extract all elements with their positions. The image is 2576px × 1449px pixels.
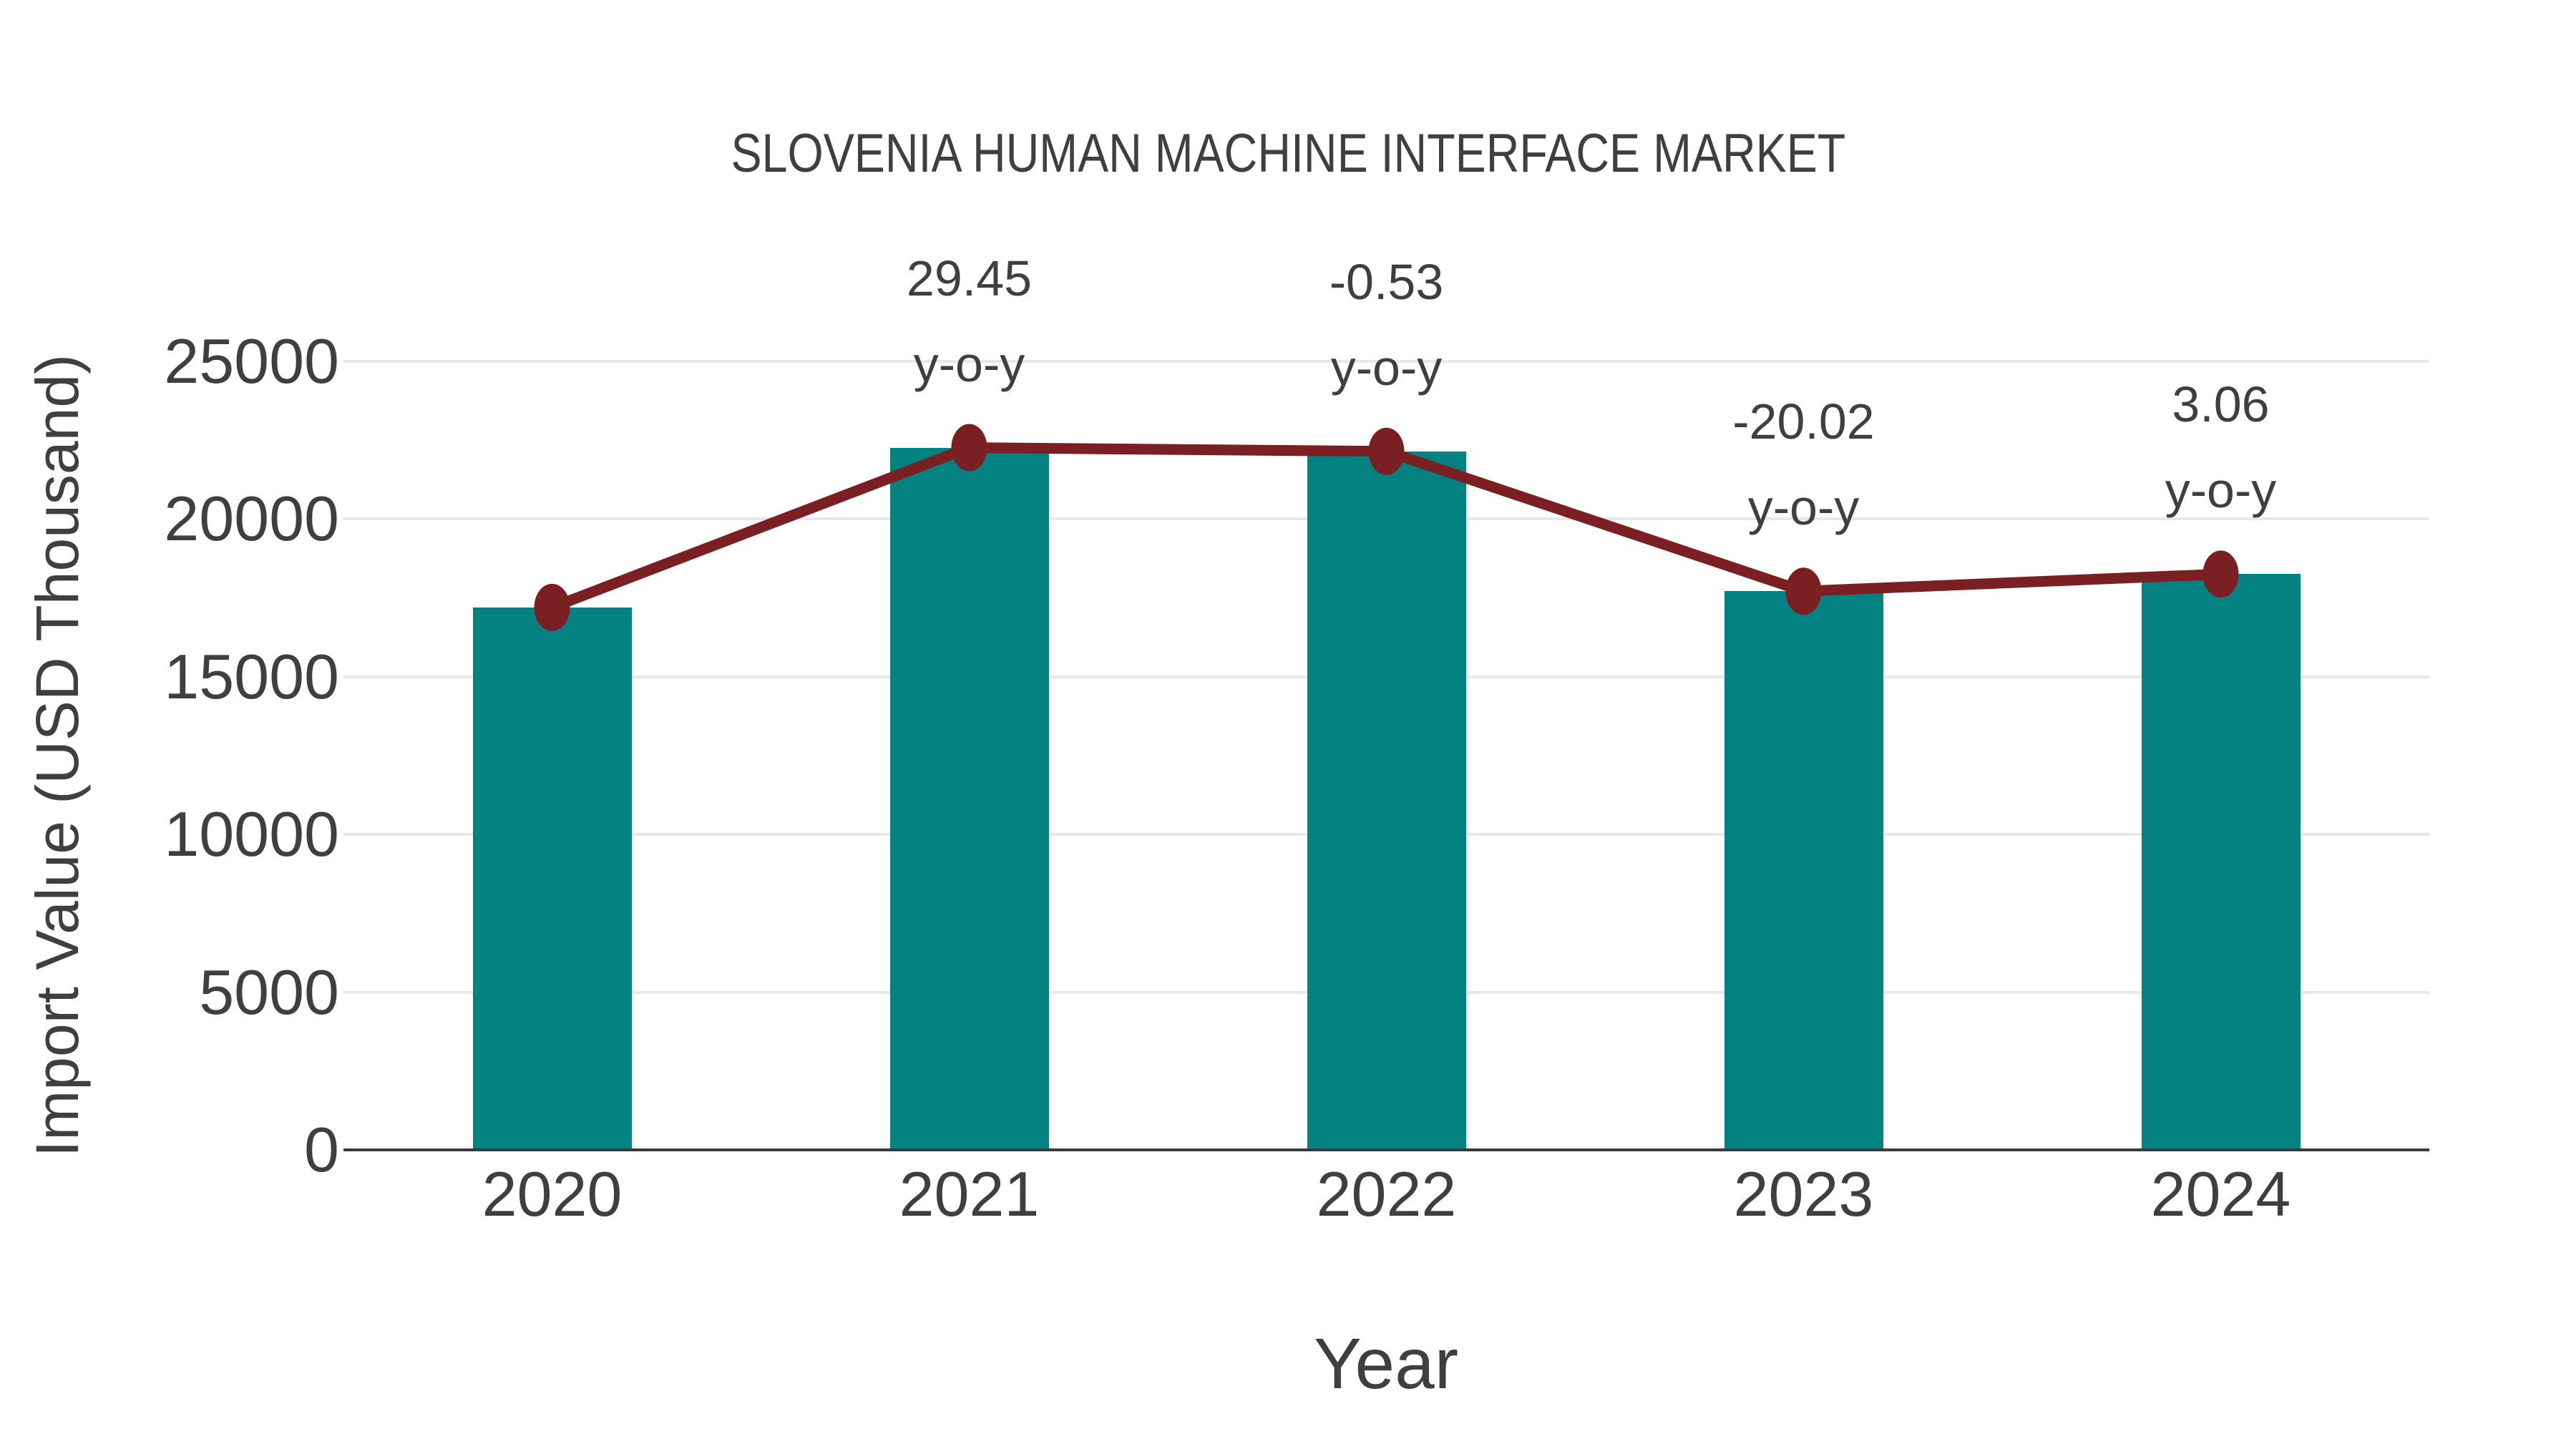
annotation-value-2022: -0.53 — [1329, 253, 1444, 310]
x-tick-label-2024: 2024 — [2150, 1158, 2291, 1229]
annotation-label-2022: y-o-y — [1330, 339, 1443, 396]
bar-2024 — [2141, 574, 2301, 1150]
y-tick-label-20000: 20000 — [164, 483, 339, 555]
bar-2020 — [472, 607, 632, 1150]
annotation-2024: 3.06 y-o-y — [2042, 361, 2400, 533]
annotation-2021: 29.45 y-o-y — [791, 235, 1148, 407]
y-tick-label-10000: 10000 — [164, 799, 339, 870]
x-axis-title: Year — [1313, 1324, 1459, 1404]
x-tick-label-2021: 2021 — [899, 1158, 1040, 1229]
annotation-label-2021: y-o-y — [913, 336, 1025, 392]
y-tick-label-15000: 15000 — [164, 640, 339, 712]
y-axis-title: Import Value (USD Thousand) — [24, 353, 91, 1158]
annotation-value-2023: -20.02 — [1732, 394, 1875, 450]
bar-2021 — [889, 447, 1049, 1150]
annotation-label-2023: y-o-y — [1747, 479, 1860, 536]
bar-2023 — [1724, 591, 1883, 1150]
annotation-value-2021: 29.45 — [906, 250, 1033, 306]
x-axis-line — [343, 1148, 2429, 1151]
annotation-2022: -0.53 y-o-y — [1208, 239, 1566, 411]
annotation-label-2024: y-o-y — [2165, 462, 2277, 519]
chart-title-text: SLOVENIA HUMAN MACHINE INTERFACE MARKET — [731, 123, 1845, 184]
bar-2022 — [1307, 451, 1466, 1150]
x-tick-label-2023: 2023 — [1733, 1158, 1874, 1229]
x-tick-label-2020: 2020 — [482, 1158, 623, 1229]
gridline-25000 — [343, 360, 2429, 363]
y-tick-label-0: 0 — [304, 1114, 339, 1185]
x-tick-label-2022: 2022 — [1316, 1158, 1457, 1229]
annotation-2023: -20.02 y-o-y — [1625, 379, 1983, 550]
y-tick-label-5000: 5000 — [199, 956, 339, 1028]
chart-title: SLOVENIA HUMAN MACHINE INTERFACE MARKET — [0, 117, 2576, 191]
annotation-value-2024: 3.06 — [2172, 376, 2270, 433]
y-tick-label-25000: 25000 — [164, 326, 339, 396]
